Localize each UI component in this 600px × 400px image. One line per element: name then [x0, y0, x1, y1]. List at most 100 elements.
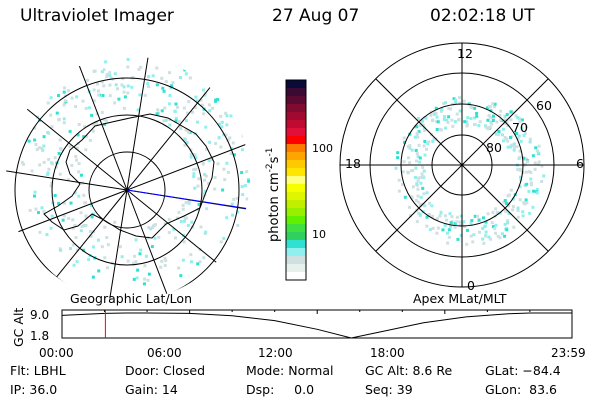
colorbar-swatch — [286, 216, 306, 225]
aurora-pixel — [525, 201, 529, 205]
aurora-pixel — [513, 145, 517, 149]
aurora-pixel — [173, 109, 177, 113]
aurora-pixel — [476, 214, 480, 218]
aurora-pixel — [81, 99, 85, 103]
aurora-pixel — [204, 147, 208, 151]
aurora-pixel — [222, 236, 226, 240]
aurora-pixel — [501, 127, 505, 131]
aurora-pixel — [194, 167, 198, 171]
aurora-pixel — [59, 147, 63, 151]
aurora-pixel — [497, 133, 501, 137]
aurora-pixel — [421, 175, 425, 179]
aurora-pixel — [116, 87, 120, 91]
aurora-pixel — [516, 215, 520, 219]
aurora-pixel — [49, 113, 53, 117]
aurora-pixel — [134, 238, 138, 242]
aurora-pixel — [120, 255, 124, 259]
aurora-pixel — [28, 208, 32, 212]
aurora-pixel — [424, 116, 428, 120]
aurora-pixel — [431, 118, 435, 122]
aurora-pixel — [484, 125, 488, 129]
aurora-pixel — [447, 228, 451, 232]
aurora-pixel — [520, 118, 524, 122]
ip-status: IP: 36.0 — [10, 382, 58, 397]
aurora-pixel — [193, 106, 197, 110]
aurora-pixel — [486, 106, 490, 110]
aurora-pixel — [519, 168, 523, 172]
aurora-pixel — [512, 225, 516, 229]
aurora-pixel — [406, 145, 410, 149]
aurora-pixel — [59, 248, 63, 252]
aurora-pixel — [134, 260, 138, 264]
aurora-pixels-magnetic — [394, 96, 546, 246]
aurora-pixel — [161, 86, 165, 90]
aurora-pixel — [509, 188, 513, 192]
aurora-pixel — [491, 119, 495, 123]
aurora-pixel — [494, 132, 498, 136]
colorbar — [286, 80, 306, 281]
aurora-pixel — [174, 102, 178, 106]
mlat-label-60: 60 — [536, 98, 552, 113]
aurora-pixel — [455, 220, 459, 224]
colorbar-swatch — [286, 136, 306, 145]
aurora-pixel — [224, 111, 228, 115]
aurora-pixel — [71, 218, 75, 222]
xtick-1200: 12:00 — [258, 346, 293, 360]
aurora-pixel — [100, 110, 104, 114]
date-label: 27 Aug 07 — [272, 6, 360, 26]
aurora-pixel — [163, 256, 167, 260]
aurora-pixel — [227, 170, 231, 174]
aurora-pixel — [95, 121, 99, 125]
grid-line — [47, 56, 128, 191]
aurora-pixel — [71, 243, 75, 247]
aurora-pixel — [181, 207, 185, 211]
aurora-pixel — [236, 210, 240, 214]
aurora-pixel — [423, 139, 427, 143]
aurora-pixel — [132, 277, 136, 281]
aurora-pixel — [149, 227, 153, 231]
aurora-pixel — [518, 198, 522, 202]
aurora-pixel — [414, 166, 418, 170]
aurora-pixel — [525, 182, 529, 186]
aurora-pixel — [443, 223, 447, 227]
aurora-pixel — [515, 132, 519, 136]
aurora-pixel — [415, 152, 419, 156]
colorbar-swatch — [286, 176, 306, 185]
aurora-pixel — [235, 196, 239, 200]
aurora-pixel — [447, 107, 451, 111]
aurora-pixel — [114, 83, 118, 87]
mlt-label-18: 18 — [345, 156, 361, 171]
aurora-pixel — [62, 117, 66, 121]
aurora-pixel — [421, 203, 425, 207]
aurora-pixel — [421, 165, 425, 169]
aurora-pixel — [431, 226, 435, 230]
aurora-pixel — [463, 225, 467, 229]
filter-status: Flt: LBHL — [10, 363, 66, 378]
aurora-pixel — [70, 163, 74, 167]
aurora-pixel — [173, 236, 177, 240]
aurora-pixel — [162, 119, 166, 123]
aurora-pixel — [509, 110, 513, 114]
colorbar-swatch — [286, 80, 306, 89]
aurora-pixel — [135, 276, 139, 280]
aurora-pixel — [186, 129, 190, 133]
aurora-pixel — [523, 131, 527, 135]
aurora-pixel — [540, 164, 544, 168]
xtick-0000: 00:00 — [39, 346, 74, 360]
aurora-pixel — [184, 201, 188, 205]
aurora-pixel — [516, 168, 520, 172]
colorbar-swatch — [286, 152, 306, 161]
aurora-pixel — [394, 166, 398, 170]
glon-status: GLon: 83.6 — [485, 382, 557, 397]
aurora-pixel — [40, 146, 44, 150]
magnetic-label: Apex MLat/MLT — [413, 291, 507, 306]
aurora-pixel — [146, 81, 150, 85]
aurora-pixel — [34, 207, 38, 211]
aurora-pixel — [90, 113, 94, 117]
aurora-pixel — [438, 127, 442, 131]
aurora-pixel — [57, 151, 61, 155]
aurora-pixel — [447, 115, 451, 119]
aurora-pixel — [482, 241, 486, 245]
aurora-pixel — [531, 154, 535, 158]
aurora-pixel — [168, 123, 172, 127]
